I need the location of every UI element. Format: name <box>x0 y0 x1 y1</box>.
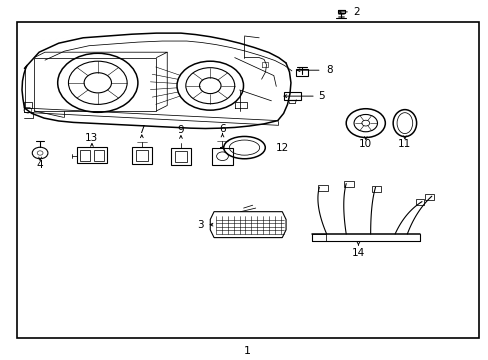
Text: 8: 8 <box>325 65 332 75</box>
Bar <box>136 150 147 161</box>
Bar <box>94 150 103 161</box>
Bar <box>283 92 301 100</box>
Text: 2: 2 <box>353 7 360 17</box>
Bar <box>171 148 190 165</box>
Bar <box>425 194 433 200</box>
Bar <box>343 181 353 187</box>
Bar <box>77 147 106 163</box>
Text: 11: 11 <box>397 139 411 149</box>
Bar <box>371 186 381 192</box>
Text: 3: 3 <box>197 220 203 230</box>
Bar <box>311 234 325 241</box>
Bar <box>317 185 327 191</box>
Text: 7: 7 <box>138 125 145 135</box>
Bar <box>211 148 233 165</box>
Text: 10: 10 <box>359 139 371 149</box>
Text: 9: 9 <box>177 125 184 135</box>
Text: 6: 6 <box>219 124 225 134</box>
Bar <box>34 58 156 111</box>
Text: 1: 1 <box>243 346 250 356</box>
Bar <box>80 150 90 161</box>
Text: 14: 14 <box>351 248 365 258</box>
Text: 5: 5 <box>318 91 325 101</box>
Bar <box>296 69 307 76</box>
Text: 13: 13 <box>85 133 99 143</box>
Bar <box>132 147 151 164</box>
Bar <box>337 10 344 13</box>
Bar <box>415 199 424 205</box>
Bar <box>17 22 478 338</box>
Bar <box>175 151 186 162</box>
Text: 12: 12 <box>275 143 288 153</box>
Text: 4: 4 <box>37 160 43 170</box>
